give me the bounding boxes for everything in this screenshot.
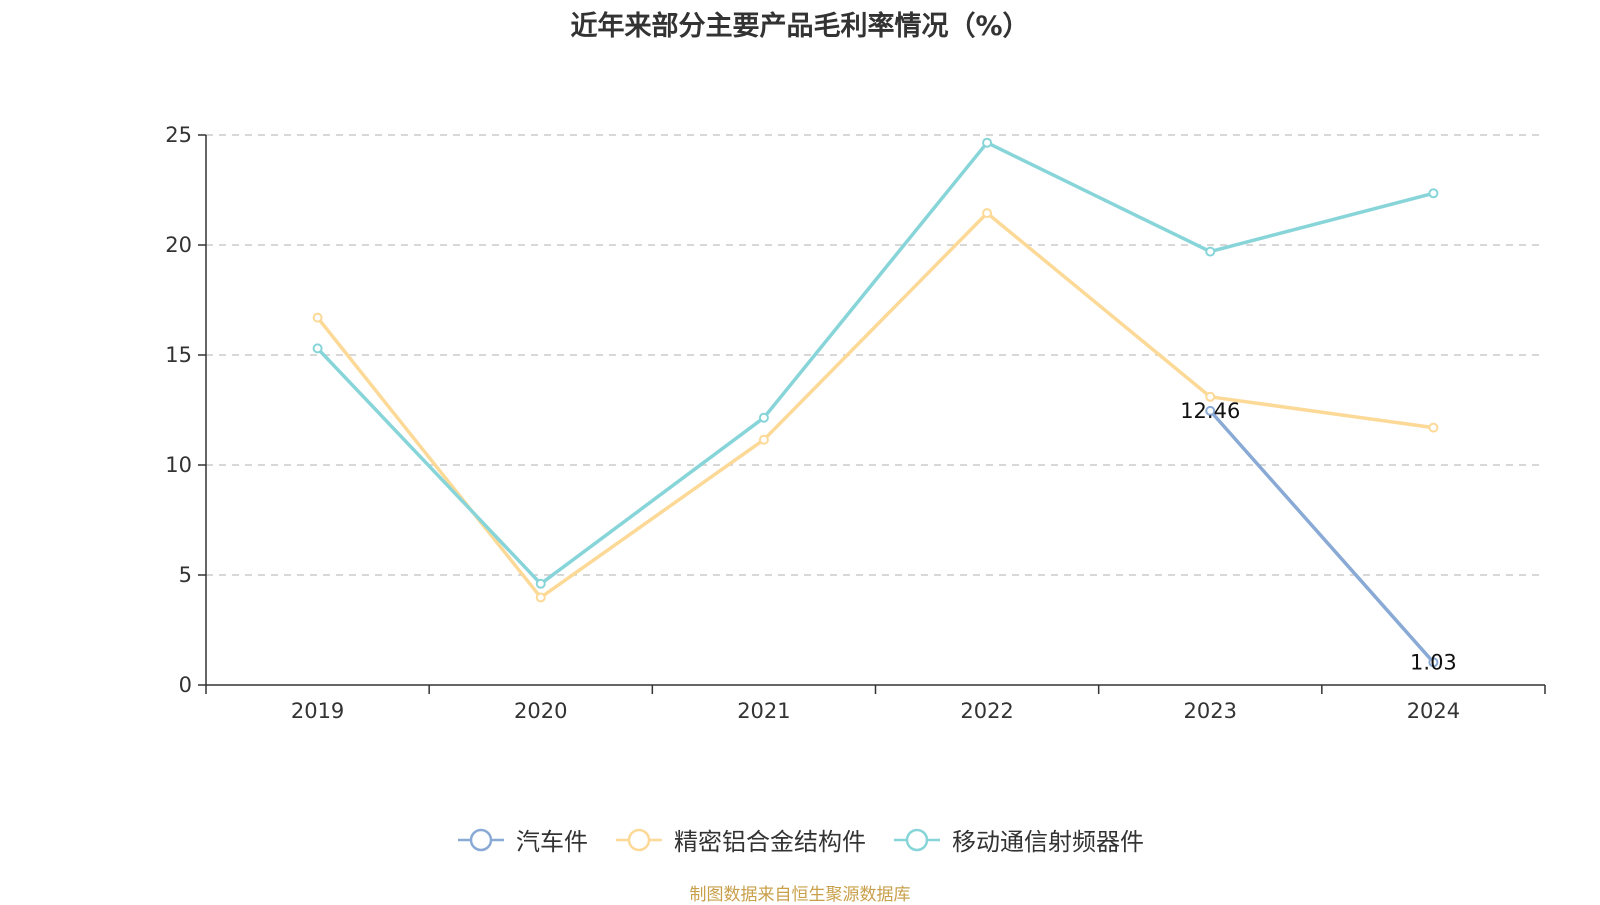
x-tick-label: 2020: [514, 699, 567, 723]
legend: 汽车件 精密铝合金结构件 移动通信射频器件: [0, 822, 1600, 857]
y-tick-label: 15: [165, 343, 192, 367]
data-point: [535, 592, 546, 603]
legend-label: 移动通信射频器件: [952, 828, 1144, 856]
chart-title: 近年来部分主要产品毛利率情况（%）: [570, 11, 1030, 42]
data-label: 12.46: [1180, 399, 1240, 423]
y-tick-label: 10: [165, 453, 192, 477]
source-note: 制图数据来自恒生聚源数据库: [689, 885, 911, 905]
data-point: [982, 137, 993, 148]
legend-label: 精密铝合金结构件: [674, 828, 866, 856]
data-point: [982, 208, 993, 219]
grid-lines: [206, 134, 1545, 576]
x-tick-label: 2021: [737, 699, 790, 723]
x-tick-label: 2022: [960, 699, 1013, 723]
data-point: [1205, 391, 1216, 402]
series-line: [1208, 409, 1435, 664]
legend-item[interactable]: 精密铝合金结构件: [614, 822, 866, 857]
x-tick-label: 2024: [1407, 699, 1460, 723]
legend-item[interactable]: 移动通信射频器件: [892, 822, 1144, 857]
data-point: [312, 312, 323, 323]
data-point: [1205, 246, 1216, 257]
y-tick-label: 0: [179, 673, 192, 697]
legend-swatch-icon: [616, 828, 662, 851]
legend-item[interactable]: 汽车件: [456, 822, 588, 857]
y-tick-label: 5: [179, 563, 192, 587]
data-point: [1205, 405, 1216, 416]
y-tick-label: 20: [165, 233, 192, 257]
series-line: [316, 211, 1434, 600]
data-point: [1428, 422, 1439, 433]
data-point: [758, 412, 769, 423]
data-point: [758, 434, 769, 445]
data-label: 1.03: [1410, 650, 1457, 674]
data-point: [535, 578, 546, 589]
x-tick-label: 2023: [1184, 699, 1237, 723]
axes: 0 5 10 15 20 25 2019 2020 2021 2022 2023 2024: [165, 123, 1546, 723]
series-line: [316, 140, 1434, 586]
data-labels: 12.46 1.03: [1180, 399, 1457, 674]
x-tick-label: 2019: [291, 699, 344, 723]
data-point: [1428, 657, 1439, 668]
legend-swatch-icon: [894, 828, 940, 851]
data-point: [1428, 188, 1439, 199]
series-lines: [312, 137, 1439, 668]
data-point: [312, 343, 323, 354]
legend-swatch-icon: [458, 828, 504, 851]
legend-label: 汽车件: [516, 828, 588, 856]
y-tick-label: 25: [165, 123, 192, 147]
